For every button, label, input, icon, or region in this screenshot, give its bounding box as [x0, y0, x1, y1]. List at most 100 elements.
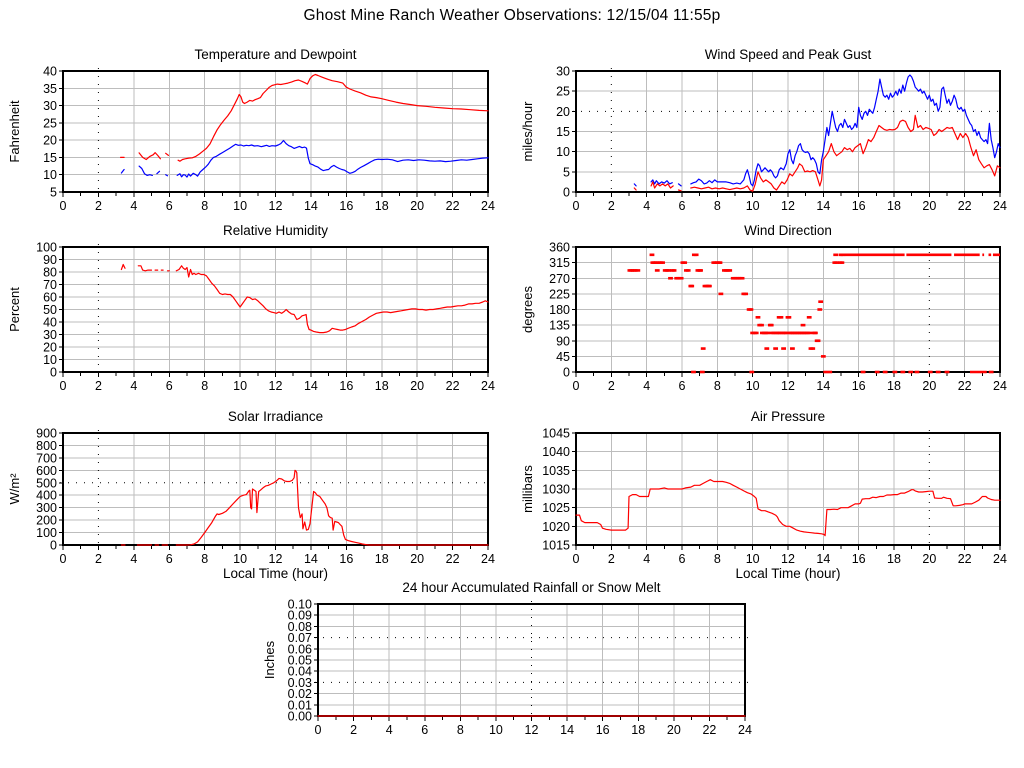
series-direction-point: [944, 370, 950, 374]
x-tick-label: 22: [446, 379, 460, 393]
series-direction-point: [882, 370, 888, 374]
x-tick-label: 20: [922, 199, 936, 213]
y-tick-label: 270: [549, 272, 570, 286]
x-tick-label: 4: [130, 379, 137, 393]
y-tick-label: 0.09: [288, 609, 312, 623]
series-direction-point: [765, 331, 771, 335]
series-direction-point: [988, 370, 994, 374]
y-tick-label: 1025: [542, 501, 570, 515]
x-tick-label: 4: [643, 552, 650, 566]
y-tick-label: 0.08: [288, 620, 312, 634]
x-tick-label: 6: [679, 199, 686, 213]
y-tick-label: 0.06: [288, 642, 312, 656]
series-direction-point: [786, 316, 792, 319]
series-direction-point: [815, 339, 821, 343]
x-tick-label: 6: [421, 723, 428, 737]
series-direction-point: [771, 331, 777, 335]
x-tick-label: 10: [746, 379, 760, 393]
y-tick-label: 180: [549, 303, 570, 317]
x-tick-label: 22: [958, 552, 972, 566]
y-tick-label: 10: [43, 168, 57, 182]
series-direction-point: [660, 261, 665, 264]
y-tick-label: 0: [563, 186, 570, 200]
series-direction-point: [777, 331, 783, 335]
x-tick-label: 22: [958, 199, 972, 213]
x-tick-label: 12: [781, 199, 795, 213]
x-tick-label: 14: [816, 552, 830, 566]
x-tick-label: 16: [339, 199, 353, 213]
y-tick-label: 30: [43, 99, 57, 113]
y-tick-label: 15: [556, 125, 570, 139]
y-tick-label: 1030: [542, 483, 570, 497]
x-tick-label: 10: [489, 723, 503, 737]
series-direction-point: [727, 269, 733, 272]
x-tick-label: 12: [269, 379, 283, 393]
x-tick-label: 4: [130, 552, 137, 566]
x-tick-label: 6: [679, 379, 686, 393]
x-tick-label: 20: [922, 379, 936, 393]
y-tick-label: 40: [43, 316, 57, 330]
x-tick-label: 2: [95, 379, 102, 393]
y-tick-label: 40: [43, 65, 57, 79]
series-direction-point: [693, 253, 699, 257]
series-direction-point: [833, 253, 839, 257]
x-tick-label: 0: [60, 199, 67, 213]
series-direction-point: [892, 370, 898, 374]
x-tick-label: 4: [386, 723, 393, 737]
x-tick-label: 2: [350, 723, 357, 737]
y-tick-label: 800: [36, 439, 57, 453]
plot-border: [575, 70, 1001, 193]
y-tick-label: 70: [43, 278, 57, 292]
chart-title: Wind Direction: [744, 223, 832, 238]
y-tick-label: 0: [563, 366, 570, 380]
series-direction-point: [790, 347, 795, 350]
y-tick-label: 900: [36, 427, 57, 441]
plot-border: [575, 432, 1001, 546]
x-tick-label: 24: [481, 199, 495, 213]
y-tick-label: 300: [36, 501, 57, 515]
x-tick-label: 18: [887, 199, 901, 213]
y-tick-label: 0.05: [288, 654, 312, 668]
y-tick-label: 20: [43, 341, 57, 355]
y-tick-label: 45: [556, 350, 570, 364]
series-direction-point: [834, 261, 839, 264]
series-direction-point: [817, 308, 823, 311]
y-tick-label: 25: [556, 85, 570, 99]
series-direction-point: [748, 308, 754, 311]
series-direction-point: [812, 331, 818, 335]
x-tick-label: 6: [679, 552, 686, 566]
plot-border: [575, 246, 1001, 373]
y-tick-label: 700: [36, 451, 57, 465]
series-pressure-line: [575, 479, 1001, 537]
x-tick-label: 24: [738, 723, 752, 737]
y-tick-label: 90: [43, 253, 57, 267]
x-tick-label: 22: [702, 723, 716, 737]
y-axis-label: Inches: [262, 640, 277, 679]
x-tick-label: 10: [233, 199, 247, 213]
page-title: Ghost Mine Ranch Weather Observations: 1…: [303, 7, 721, 24]
x-tick-label: 12: [781, 552, 795, 566]
series-direction-point: [743, 292, 748, 296]
x-tick-label: 18: [887, 552, 901, 566]
y-tick-label: 30: [556, 65, 570, 79]
x-tick-label: 24: [993, 552, 1007, 566]
series-direction-point: [654, 269, 660, 272]
y-tick-label: 135: [549, 319, 570, 333]
x-tick-label: 6: [166, 199, 173, 213]
x-tick-label: 16: [852, 552, 866, 566]
x-tick-label: 8: [714, 379, 721, 393]
y-tick-label: 30: [43, 328, 57, 342]
plot-border: [62, 432, 489, 546]
x-tick-label: 18: [375, 379, 389, 393]
x-tick-label: 18: [631, 723, 645, 737]
x-tick-label: 24: [481, 552, 495, 566]
y-axis-label: miles/hour: [520, 101, 535, 162]
x-tick-label: 14: [816, 379, 830, 393]
series-direction-point: [635, 269, 641, 272]
x-tick-label: 6: [166, 552, 173, 566]
y-tick-label: 0: [50, 366, 57, 380]
x-tick-label: 20: [410, 552, 424, 566]
